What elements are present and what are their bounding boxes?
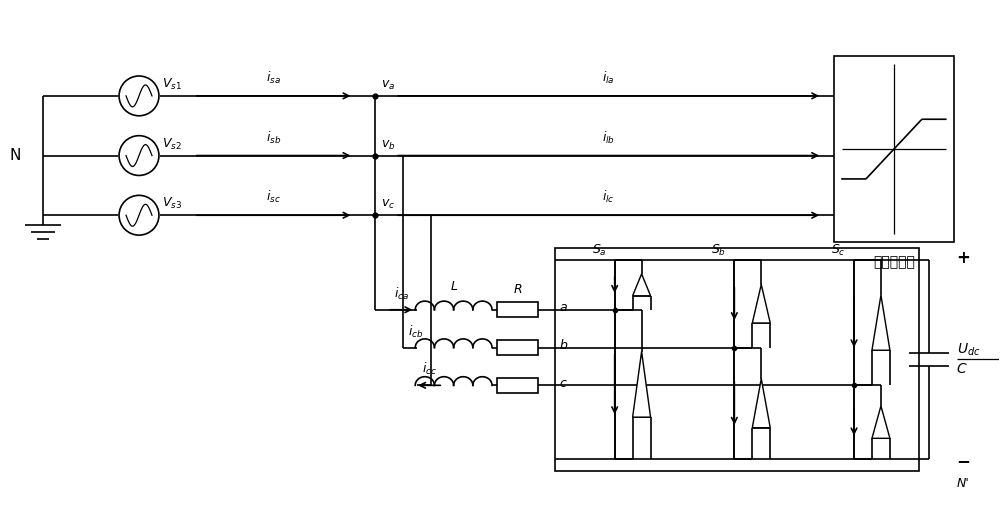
Text: +: + xyxy=(957,249,971,267)
Text: $i_{sb}$: $i_{sb}$ xyxy=(266,129,281,146)
Text: a: a xyxy=(560,301,567,314)
Bar xyxy=(497,378,538,393)
Text: $V_{s3}$: $V_{s3}$ xyxy=(162,196,182,211)
Text: $i_{la}$: $i_{la}$ xyxy=(602,70,615,86)
Text: $i_{sa}$: $i_{sa}$ xyxy=(266,70,281,86)
Polygon shape xyxy=(752,284,770,323)
Text: $i_{lc}$: $i_{lc}$ xyxy=(602,189,615,205)
Text: N: N xyxy=(10,148,21,163)
Text: −: − xyxy=(957,452,971,470)
Text: $i_{cc}$: $i_{cc}$ xyxy=(422,361,437,378)
Text: c: c xyxy=(560,377,567,390)
Text: C: C xyxy=(957,362,966,376)
Text: $S_b$: $S_b$ xyxy=(711,243,726,258)
Text: $U_{dc}$: $U_{dc}$ xyxy=(957,341,980,358)
Text: $L$: $L$ xyxy=(450,280,458,293)
Polygon shape xyxy=(633,274,651,296)
Bar xyxy=(555,248,919,471)
Bar xyxy=(834,56,954,242)
Bar xyxy=(497,340,538,355)
Text: N': N' xyxy=(957,477,969,490)
Text: $i_{sc}$: $i_{sc}$ xyxy=(266,189,281,205)
Text: $V_{s2}$: $V_{s2}$ xyxy=(162,136,182,152)
Polygon shape xyxy=(872,295,890,350)
Text: b: b xyxy=(560,339,568,352)
Polygon shape xyxy=(633,352,651,417)
Text: $S_a$: $S_a$ xyxy=(592,243,607,258)
Text: $V_{s1}$: $V_{s1}$ xyxy=(162,77,182,92)
Text: $v_c$: $v_c$ xyxy=(381,198,395,211)
Text: $i_{cb}$: $i_{cb}$ xyxy=(408,323,423,340)
Polygon shape xyxy=(872,406,890,438)
Text: 非线性负载: 非线性负载 xyxy=(873,255,915,269)
Text: $S_c$: $S_c$ xyxy=(831,243,846,258)
Text: $i_{ca}$: $i_{ca}$ xyxy=(394,285,409,302)
Text: $v_b$: $v_b$ xyxy=(381,138,396,152)
Polygon shape xyxy=(752,379,770,428)
Text: $v_a$: $v_a$ xyxy=(381,79,396,92)
Bar xyxy=(497,302,538,317)
Text: $R$: $R$ xyxy=(513,283,522,296)
Text: $i_{lb}$: $i_{lb}$ xyxy=(602,129,615,146)
